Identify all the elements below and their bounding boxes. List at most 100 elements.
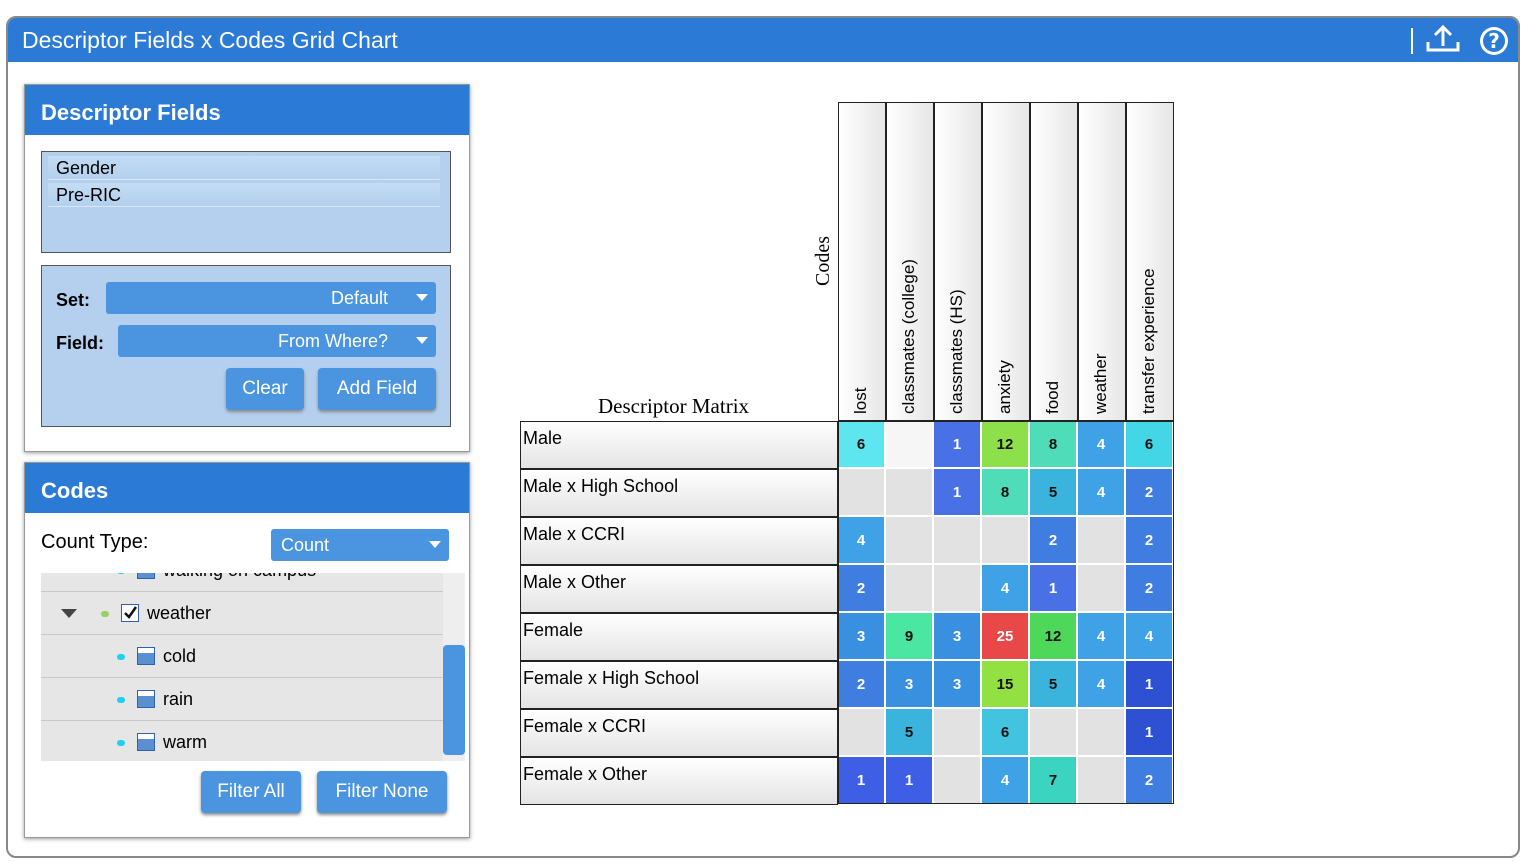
column-header: classmates (HS) [934, 102, 982, 421]
count-type-value: Count [281, 535, 330, 555]
empty-cell [934, 757, 981, 804]
checkbox[interactable] [137, 647, 155, 665]
row-label: Male x Other [520, 565, 838, 613]
cell-value: 4 [1096, 628, 1106, 645]
grid-cell: 7 [1030, 757, 1077, 804]
cell-value: 2 [856, 676, 866, 693]
grid-cell: 1 [934, 421, 981, 468]
tree-label: weather [147, 603, 212, 623]
cell-value: 2 [856, 580, 866, 597]
filter-none-button[interactable]: Filter None [317, 771, 447, 813]
empty-cell [1078, 757, 1125, 804]
cell-value: 5 [904, 724, 914, 741]
empty-cell [886, 517, 933, 564]
grid-cell: 1 [1030, 565, 1077, 612]
column-header: food [1030, 102, 1078, 421]
empty-cell [886, 565, 933, 612]
tree-label: cold [163, 646, 197, 666]
column-header: transfer experience [1126, 102, 1174, 421]
field-value: From Where? [277, 331, 388, 351]
help-button[interactable]: ? [1480, 27, 1508, 55]
panel-title: Codes [25, 463, 469, 513]
cell-value: 15 [996, 676, 1014, 693]
checkbox[interactable] [137, 733, 155, 751]
color-dot [117, 654, 125, 660]
cell-value: 4 [1096, 436, 1106, 453]
empty-cell [1078, 517, 1125, 564]
checkbox[interactable] [137, 690, 155, 708]
cell-value: 9 [904, 628, 914, 645]
set-value: Default [330, 288, 388, 308]
expand-arrow[interactable] [61, 609, 77, 618]
grid-cell: 4 [1126, 613, 1173, 660]
field-item[interactable]: Gender [48, 156, 440, 180]
filter-all-button[interactable]: Filter All [201, 771, 301, 813]
grid-cell: 5 [886, 709, 933, 756]
grid-cell: 2 [1030, 517, 1077, 564]
grid-cell: 2 [838, 565, 885, 612]
grid-cell: 8 [982, 469, 1029, 516]
field-label: Field: [56, 333, 104, 353]
row-label: Male [520, 421, 838, 469]
cell-value: 1 [952, 484, 962, 501]
column-header: classmates (college) [886, 102, 934, 421]
column-label: transfer experience [1139, 268, 1158, 414]
cell-value: 8 [1048, 436, 1058, 453]
codes-axis-label: Codes [812, 236, 834, 286]
grid-cell: 1 [1126, 709, 1173, 756]
scrollbar-thumb[interactable] [443, 645, 465, 755]
grid-cell: 6 [1126, 421, 1173, 468]
color-dot [101, 611, 109, 617]
tree-label: warm [163, 732, 207, 752]
empty-cell [886, 469, 933, 516]
tree-item[interactable]: cold [41, 635, 443, 678]
cell-value: 1 [856, 772, 866, 789]
cell-value: 4 [1000, 772, 1010, 789]
tree-item[interactable]: weather [41, 592, 443, 635]
grid-cell: 9 [886, 613, 933, 660]
column-label: classmates (college) [899, 259, 918, 414]
checkbox[interactable] [121, 604, 139, 622]
grid-cell: 4 [1078, 613, 1125, 660]
cell-value: 1 [952, 436, 962, 453]
cell-value: 12 [996, 436, 1014, 453]
export-button[interactable] [1426, 24, 1460, 52]
grid-cell: 2 [1126, 565, 1173, 612]
field-form: Set: Default Field: From Where? Clear Ad… [41, 265, 451, 427]
set-dropdown[interactable]: Default [106, 282, 436, 314]
cell-value: 1 [1144, 724, 1154, 741]
column-label: anxiety [995, 360, 1014, 414]
empty-cell [838, 709, 885, 756]
svg-text:?: ? [1488, 29, 1500, 53]
cell-value: 1 [1144, 676, 1154, 693]
field-list[interactable]: Gender Pre-RIC [41, 151, 451, 253]
grid-cell: 4 [982, 757, 1029, 804]
descriptor-panel: Descriptor Fields Gender Pre-RIC Set: Def… [24, 84, 470, 452]
cell-value: 6 [1144, 436, 1154, 453]
clear-button[interactable]: Clear [226, 368, 304, 410]
grid-cell: 2 [1126, 469, 1173, 516]
grid-cell: 4 [1078, 661, 1125, 708]
count-type-dropdown[interactable]: Count [271, 529, 449, 561]
cell-value: 2 [1144, 772, 1154, 789]
empty-cell [1078, 709, 1125, 756]
color-dot [117, 697, 125, 703]
cell-value: 3 [952, 628, 962, 645]
tree-item[interactable]: walking on campus [41, 573, 443, 592]
row-label: Male x CCRI [520, 517, 838, 565]
tree-item[interactable]: warm [41, 721, 443, 761]
row-label: Female x Other [520, 757, 838, 805]
column-header: lost [838, 102, 886, 421]
field-item[interactable]: Pre-RIC [48, 183, 440, 207]
header-bar: Descriptor Fields x Codes Grid Chart ? [8, 18, 1518, 62]
cell-value: 4 [856, 532, 866, 549]
tree-item[interactable]: rain [41, 678, 443, 721]
empty-cell [934, 517, 981, 564]
field-dropdown[interactable]: From Where? [118, 325, 436, 357]
add-field-button[interactable]: Add Field [318, 368, 436, 410]
grid-cell: 1 [886, 757, 933, 804]
checkbox[interactable] [137, 573, 155, 579]
grid-cell: 4 [1078, 421, 1125, 468]
tree-label: walking on campus [163, 573, 316, 592]
